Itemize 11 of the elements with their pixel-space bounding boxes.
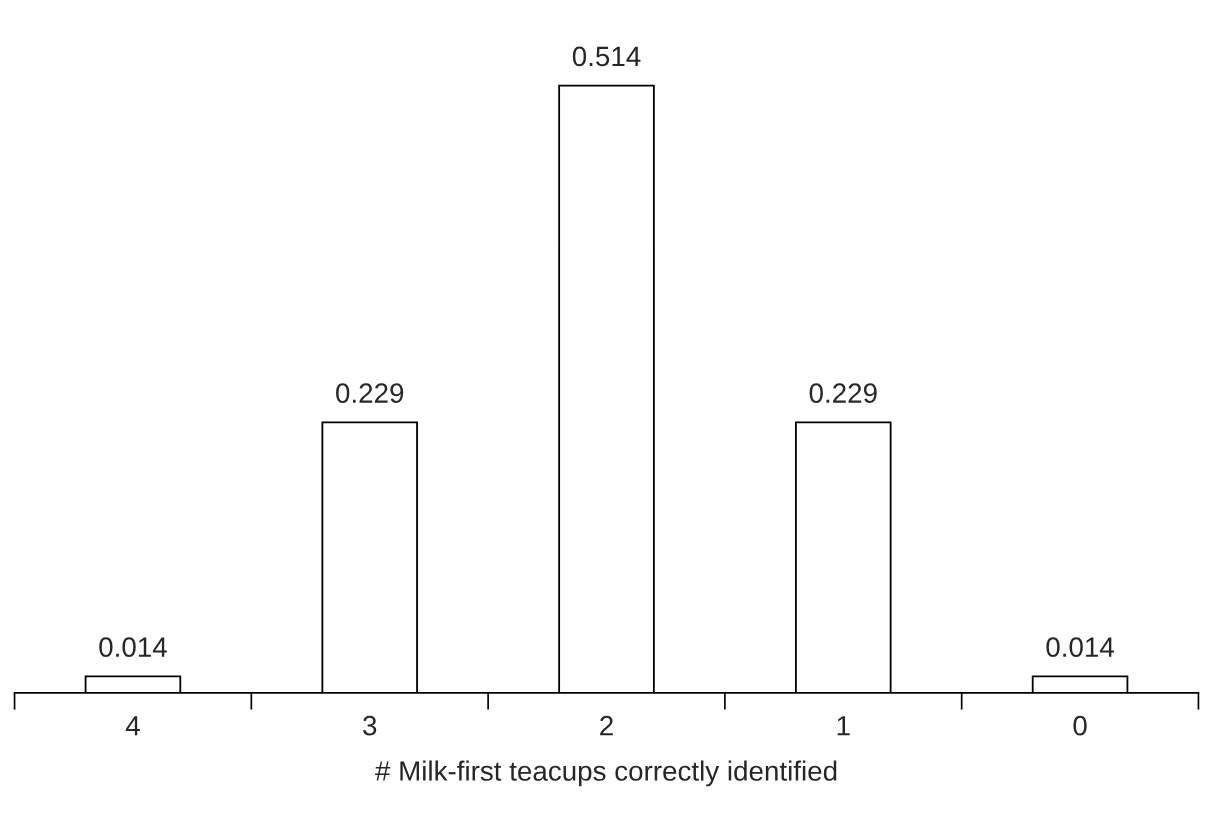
data-label: 0.014 [99,637,167,657]
x-tick-label: 4 [125,716,140,736]
x-tick-label: 0 [1073,715,1087,736]
x-tick-label: 3 [363,715,377,736]
data-label: 0.229 [809,383,877,403]
data-label: 0.229 [336,383,404,403]
data-label: 0.514 [572,46,641,67]
x-tick-label: 1 [837,716,850,736]
x-axis-title: # Milk-first teacups correctly identified [375,760,837,787]
data-label: 0.014 [1046,637,1114,657]
x-tick-label: 2 [600,715,613,736]
